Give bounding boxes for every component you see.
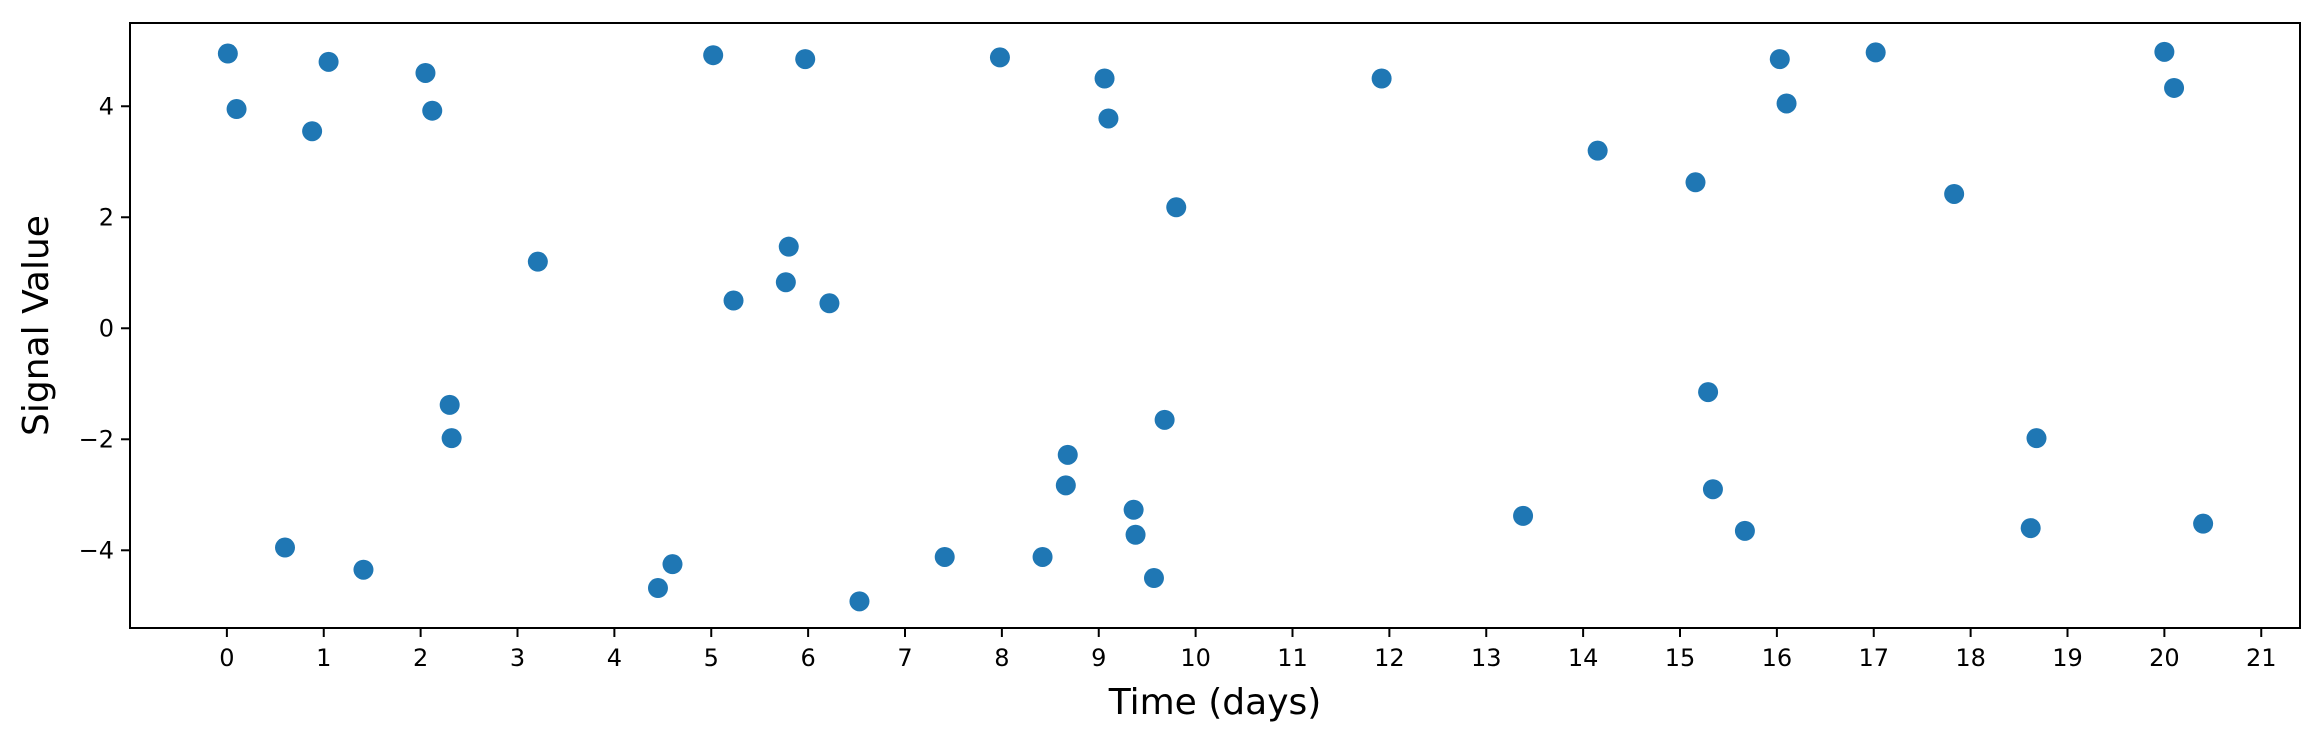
data-point — [989, 47, 1010, 68]
x-tick-label: 20 — [2149, 644, 2180, 672]
data-point — [226, 99, 247, 120]
data-point — [1123, 499, 1144, 520]
x-tick-label: 16 — [1762, 644, 1793, 672]
data-point — [1094, 68, 1115, 89]
y-axis: −4 −2 0 2 4 — [79, 92, 130, 564]
data-point — [662, 554, 683, 575]
x-tick-label: 9 — [1091, 644, 1106, 672]
data-point — [1734, 520, 1755, 541]
x-tick-label: 7 — [897, 644, 912, 672]
data-point — [778, 236, 799, 257]
data-point — [2020, 518, 2041, 539]
data-point — [1371, 68, 1392, 89]
data-point — [422, 100, 443, 121]
x-tick-label: 14 — [1568, 644, 1599, 672]
y-tick-label: 4 — [99, 92, 114, 120]
data-point — [819, 293, 840, 314]
data-point — [1166, 197, 1187, 218]
data-point — [415, 62, 436, 83]
data-point — [1055, 475, 1076, 496]
data-point — [2154, 41, 2175, 62]
data-point — [217, 43, 238, 64]
x-tick-label: 18 — [1955, 644, 1986, 672]
data-point — [353, 559, 374, 580]
x-tick-label: 19 — [2052, 644, 2083, 672]
x-tick-label: 17 — [1858, 644, 1889, 672]
data-point — [1125, 524, 1146, 545]
data-point — [1702, 479, 1723, 500]
data-point — [1513, 505, 1534, 526]
data-point — [2193, 513, 2214, 534]
plot-frame — [129, 22, 2301, 629]
y-tick-label: 0 — [99, 314, 114, 342]
data-point — [439, 394, 460, 415]
data-point — [1143, 568, 1164, 589]
data-point — [849, 591, 870, 612]
x-tick-label: 21 — [2246, 644, 2277, 672]
x-tick-label: 15 — [1665, 644, 1696, 672]
data-point — [1587, 140, 1608, 161]
scatter-points — [217, 41, 2214, 612]
y-tick-label: −2 — [79, 425, 114, 453]
data-point — [2164, 77, 2185, 98]
data-point — [441, 428, 462, 449]
x-tick-label: 3 — [510, 644, 525, 672]
data-point — [1057, 444, 1078, 465]
data-point — [275, 537, 295, 558]
data-point — [703, 45, 724, 66]
data-point — [775, 272, 796, 293]
x-tick-label: 0 — [219, 644, 234, 672]
data-point — [723, 290, 744, 311]
x-axis-label: Time (days) — [1108, 682, 1322, 723]
data-point — [1769, 49, 1790, 70]
data-point — [302, 121, 323, 142]
x-tick-label: 2 — [413, 644, 428, 672]
data-point — [795, 49, 816, 70]
y-tick-label: 2 — [99, 203, 114, 231]
y-axis-label: Signal Value — [16, 215, 57, 436]
data-point — [527, 251, 548, 272]
data-point — [1698, 382, 1719, 403]
data-point — [647, 578, 668, 599]
x-tick-label: 10 — [1180, 644, 1211, 672]
x-tick-label: 12 — [1374, 644, 1405, 672]
data-point — [1776, 93, 1797, 114]
data-point — [2026, 428, 2047, 449]
x-tick-label: 6 — [800, 644, 815, 672]
x-tick-label: 4 — [607, 644, 622, 672]
data-point — [1098, 108, 1119, 129]
x-tick-label: 1 — [316, 644, 331, 672]
data-point — [1685, 172, 1706, 193]
data-point — [1032, 546, 1053, 567]
data-point — [934, 546, 955, 567]
data-point — [1154, 409, 1175, 430]
x-tick-label: 8 — [994, 644, 1009, 672]
y-tick-label: −4 — [79, 536, 114, 564]
x-tick-label: 13 — [1471, 644, 1502, 672]
data-point — [1865, 42, 1886, 63]
data-point — [1944, 183, 1965, 204]
x-tick-label: 11 — [1277, 644, 1308, 672]
x-axis: 0 1 2 3 4 5 6 7 8 9 10 11 12 13 14 15 16 17 18 19 20 21 — [219, 628, 2277, 672]
data-point — [318, 51, 339, 72]
x-tick-label: 5 — [704, 644, 719, 672]
